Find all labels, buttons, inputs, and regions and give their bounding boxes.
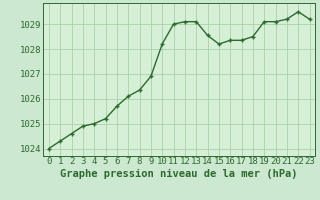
- X-axis label: Graphe pression niveau de la mer (hPa): Graphe pression niveau de la mer (hPa): [60, 169, 298, 179]
